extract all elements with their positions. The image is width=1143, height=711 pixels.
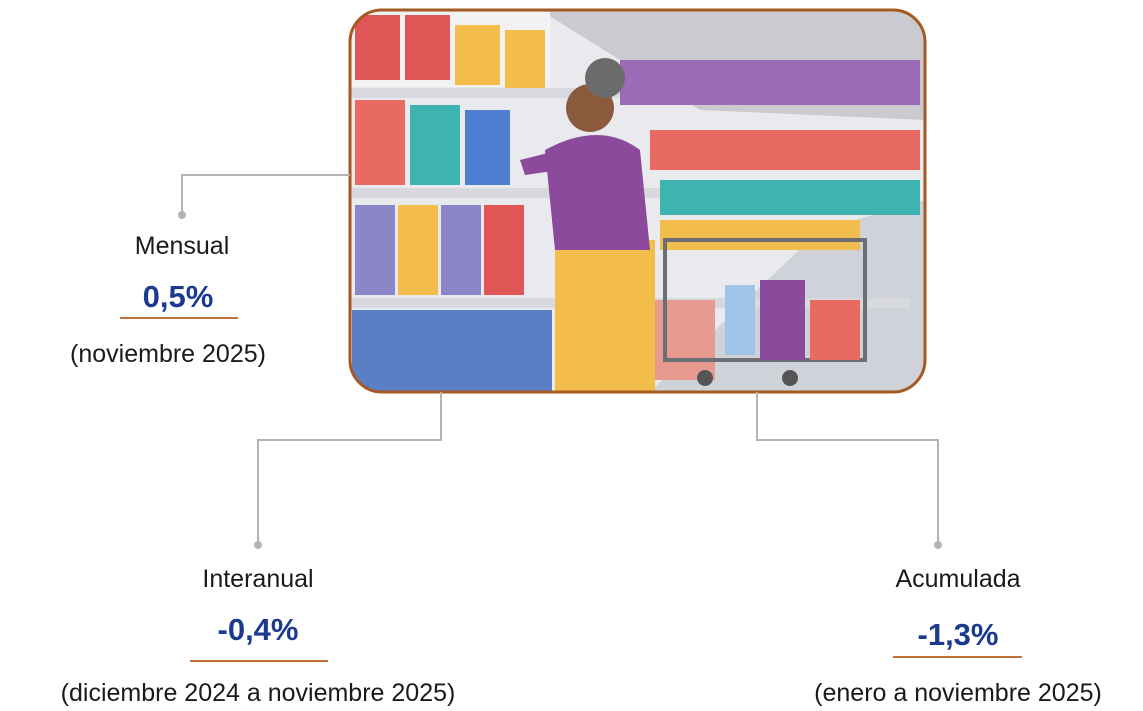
illustration	[350, 10, 925, 392]
image-frame	[348, 8, 927, 394]
item-label: Interanual	[202, 565, 313, 593]
item-label: Mensual	[135, 232, 230, 260]
connector	[756, 392, 939, 545]
item-period: (noviembre 2025)	[70, 340, 266, 368]
connector-dot	[934, 541, 942, 549]
item-value: -0,4%	[218, 612, 299, 647]
connector	[257, 392, 442, 545]
item-label: Acumulada	[895, 565, 1020, 593]
connector-dot	[178, 211, 186, 219]
connector	[181, 174, 350, 215]
item-value: 0,5%	[143, 279, 214, 314]
connector-dot	[254, 541, 262, 549]
item-period: (diciembre 2024 a noviembre 2025)	[61, 679, 456, 707]
item-period: (enero a noviembre 2025)	[814, 679, 1102, 707]
item-value: -1,3%	[918, 617, 999, 652]
